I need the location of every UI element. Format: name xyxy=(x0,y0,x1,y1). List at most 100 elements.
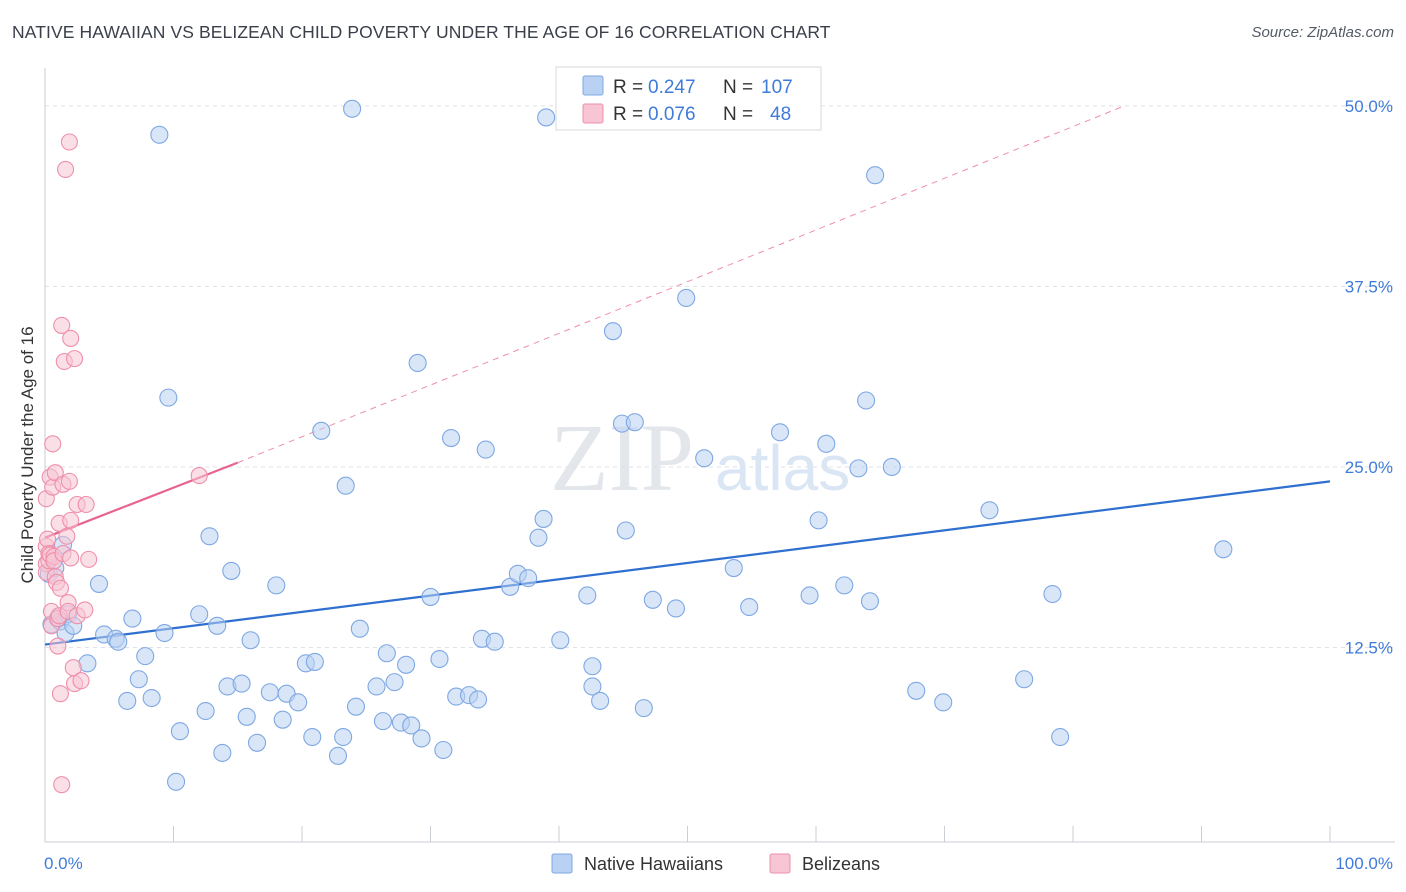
belizean-point xyxy=(51,579,69,597)
native-hawaiian-point xyxy=(267,576,286,595)
native-hawaiian-point xyxy=(408,353,427,373)
native-hawaiian-point xyxy=(529,528,548,547)
native-hawaiian-point xyxy=(616,521,635,540)
legend-swatch-blue xyxy=(582,75,604,96)
y-tick-label: 12.5% xyxy=(1345,638,1393,657)
native-hawaiian-point xyxy=(817,434,836,453)
legend-r-value-pink: 0.076 xyxy=(648,104,696,125)
native-hawaiian-point xyxy=(485,632,504,651)
native-hawaiian-point xyxy=(724,558,743,578)
native-hawaiian-point xyxy=(770,423,790,442)
belizean-point xyxy=(58,527,76,545)
native-hawaiian-point xyxy=(857,391,876,410)
native-hawaiian-point xyxy=(434,740,453,760)
legend-n-value-blue: 107 xyxy=(761,77,793,98)
native-hawaiian-point xyxy=(397,655,416,674)
belizean-trendline-extension xyxy=(237,105,1125,464)
bottom-legend-label-pink: Belizeans xyxy=(802,854,880,874)
native-hawaiian-point xyxy=(89,574,109,593)
legend-n-label-blue: N = xyxy=(723,77,753,98)
native-hawaiian-point xyxy=(312,421,331,440)
source-label: Source: ZipAtlas.com xyxy=(1251,24,1394,41)
native-hawaiian-point xyxy=(634,699,653,718)
native-hawaiian-point xyxy=(583,677,602,696)
belizean-point xyxy=(57,160,75,178)
belizean-point xyxy=(62,329,80,347)
native-hawaiian-point xyxy=(835,576,854,595)
native-hawaiian-point xyxy=(860,592,880,611)
native-hawaiian-point xyxy=(421,587,440,606)
native-hawaiian-point xyxy=(677,288,696,308)
belizean-point xyxy=(60,472,78,490)
bottom-legend-swatch-blue xyxy=(551,853,573,874)
grid-layer xyxy=(45,105,1395,648)
native-hawaiian-point xyxy=(412,729,431,748)
native-hawaiian-point xyxy=(934,693,953,712)
legend-swatch-pink xyxy=(582,103,604,124)
native-hawaiian-point xyxy=(343,99,362,118)
native-hawaiian-point xyxy=(190,605,209,624)
native-hawaiian-point xyxy=(430,649,449,669)
native-hawaiian-point xyxy=(196,701,215,721)
native-hawaiian-point xyxy=(809,511,828,530)
native-hawaiian-point xyxy=(1043,584,1062,604)
native-hawaiian-point xyxy=(350,619,369,638)
native-hawaiian-point xyxy=(213,743,232,762)
native-hawaiian-point xyxy=(442,429,461,448)
trend-layer xyxy=(44,105,1331,646)
native-hawaiian-point xyxy=(232,674,251,693)
native-hawaiian-point xyxy=(289,693,308,712)
native-hawaiian-point xyxy=(200,527,219,546)
native-hawaiian-point xyxy=(591,691,610,710)
series-belizeans xyxy=(37,133,208,794)
native-hawaiian-point xyxy=(123,609,142,628)
series-legend: Native Hawaiians Belizeans xyxy=(551,853,880,874)
native-hawaiian-point xyxy=(1015,670,1034,689)
bottom-legend-label-blue: Native Hawaiians xyxy=(584,854,723,874)
native-hawaiian-point xyxy=(373,712,393,731)
native-hawaiian-point xyxy=(118,691,137,710)
native-hawaiian-point xyxy=(155,623,174,643)
belizean-point xyxy=(62,511,80,529)
belizean-point xyxy=(49,637,67,655)
native-hawaiian-point xyxy=(882,457,901,476)
x-tick-label-max: 100.0% xyxy=(1335,854,1393,873)
native-hawaiian-point xyxy=(519,569,538,588)
y-axis-label: Child Poverty Under the Age of 16 xyxy=(18,326,37,583)
legend-n-value-pink: 48 xyxy=(770,104,791,125)
belizean-point xyxy=(39,530,57,548)
belizean-point xyxy=(77,495,95,514)
native-hawaiian-trendline xyxy=(44,480,1331,646)
native-hawaiian-point xyxy=(303,727,322,747)
native-hawaiian-point xyxy=(1214,540,1233,559)
belizean-point xyxy=(62,549,80,567)
native-hawaiian-point xyxy=(273,710,292,729)
legend-r-label-pink: R = xyxy=(613,104,643,125)
native-hawaiian-point xyxy=(534,509,553,528)
belizean-point xyxy=(72,672,90,690)
native-hawaiian-point xyxy=(136,647,155,666)
native-hawaiian-point xyxy=(336,476,355,495)
belizean-point xyxy=(190,467,208,485)
native-hawaiian-point xyxy=(222,561,241,580)
y-tick-label: 37.5% xyxy=(1345,277,1393,296)
tick-label-layer: 12.5% 25.0% 37.5% 50.0% 0.0% 100.0% xyxy=(44,97,1393,873)
belizean-point xyxy=(80,550,98,568)
native-hawaiian-point xyxy=(740,597,759,617)
native-hawaiian-point xyxy=(551,631,570,650)
native-hawaiian-point xyxy=(159,388,178,407)
native-hawaiian-point xyxy=(578,586,597,605)
y-tick-label: 50.0% xyxy=(1345,97,1393,116)
native-hawaiian-point xyxy=(476,440,495,459)
native-hawaiian-point xyxy=(305,652,324,671)
belizean-point xyxy=(51,685,69,703)
belizean-point xyxy=(66,350,84,368)
native-hawaiian-point xyxy=(666,599,685,618)
chart-title: NATIVE HAWAIIAN VS BELIZEAN CHILD POVERT… xyxy=(12,22,831,42)
native-hawaiian-point xyxy=(260,683,279,702)
belizean-point xyxy=(53,316,71,334)
native-hawaiian-point xyxy=(583,657,602,676)
native-hawaiian-point xyxy=(237,707,256,726)
native-hawaiian-point xyxy=(980,501,999,520)
